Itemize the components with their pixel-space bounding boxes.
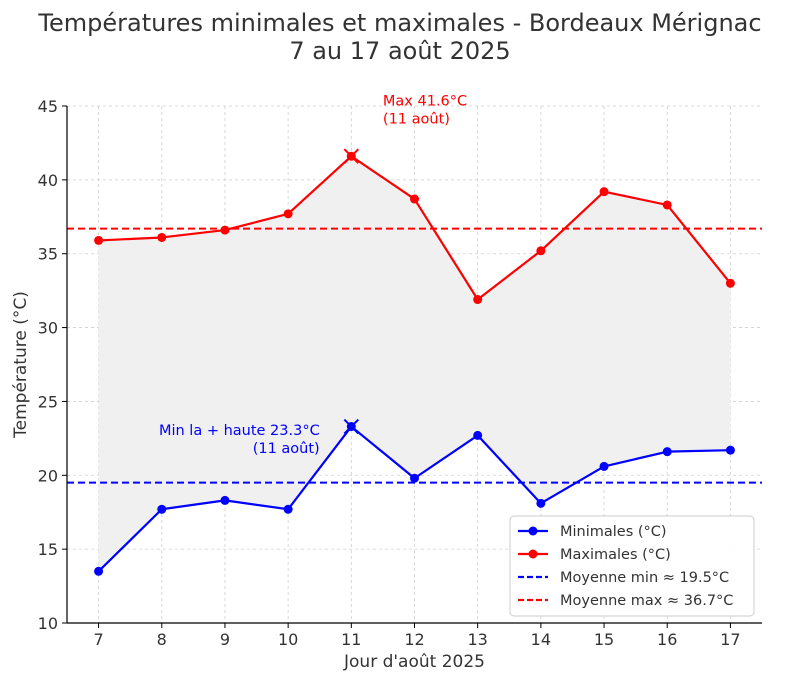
x-tick-label: 8	[157, 630, 167, 649]
y-tick-label: 45	[38, 97, 58, 116]
data-point-min	[410, 473, 419, 483]
x-axis-label: Jour d'août 2025	[343, 652, 485, 672]
annotation-text-min: (11 août)	[253, 441, 320, 457]
legend-item: Moyenne max ≈ 36.7°C	[518, 593, 733, 609]
annotation-x-stroke	[343, 418, 360, 435]
data-point-min	[220, 495, 230, 505]
data-point-max	[157, 232, 167, 242]
legend-label: Moyenne max ≈ 36.7°C	[560, 593, 733, 609]
data-point-max	[662, 200, 672, 210]
chart-title: Températures minimales et maximales - Bo…	[37, 9, 761, 37]
y-tick-label: 40	[38, 171, 58, 190]
legend-label: Moyenne min ≈ 19.5°C	[560, 570, 729, 586]
y-tick-label: 10	[38, 614, 58, 633]
data-point-max	[410, 194, 419, 204]
x-tick-label: 11	[341, 630, 361, 649]
y-tick-label: 25	[38, 392, 58, 411]
annotation-marker-max	[343, 148, 360, 164]
legend-label: Minimales (°C)	[560, 524, 667, 540]
x-tick-label: 10	[278, 630, 298, 649]
data-point-min	[725, 445, 735, 455]
legend-item: Minimales (°C)	[518, 524, 667, 540]
x-tick-label: 9	[220, 630, 230, 649]
fill-between-area	[98, 156, 731, 572]
legend-swatch-marker	[528, 526, 538, 536]
x-tick-label: 13	[468, 630, 488, 649]
data-point-min	[157, 504, 167, 514]
data-point-max	[283, 209, 293, 219]
legend-item: Moyenne min ≈ 19.5°C	[518, 570, 729, 586]
data-point-max	[536, 246, 546, 256]
y-tick-label: 35	[38, 245, 58, 264]
annotation-text-max: (11 août)	[383, 112, 450, 128]
data-point-min	[536, 498, 546, 508]
data-point-max	[725, 278, 735, 288]
x-tick-label: 16	[657, 630, 677, 649]
data-point-max	[220, 225, 230, 235]
data-point-min	[473, 430, 483, 440]
data-point-min	[599, 461, 609, 471]
x-tick-label: 15	[594, 630, 614, 649]
data-point-max	[473, 295, 483, 305]
data-point-min	[662, 447, 672, 457]
x-tick-label: 14	[531, 630, 551, 649]
y-tick-label: 20	[38, 466, 58, 485]
x-tick-label: 7	[93, 630, 103, 649]
data-point-max	[599, 187, 609, 197]
annotation-marker-min	[343, 418, 360, 435]
y-tick-label: 15	[38, 540, 58, 559]
data-point-min	[94, 566, 104, 576]
y-tick-label: 30	[38, 319, 58, 338]
annotation-text-max: Max 41.6°C	[383, 94, 467, 110]
legend-swatch-marker	[528, 549, 538, 559]
legend-box	[509, 515, 755, 617]
legend-label: Maximales (°C)	[560, 547, 671, 563]
chart-subtitle: 7 au 17 août 2025	[289, 37, 510, 65]
legend-item: Maximales (°C)	[518, 547, 671, 563]
x-tick-label: 17	[720, 630, 740, 649]
y-axis-label: Température (°C)	[11, 291, 31, 439]
x-tick-label: 12	[404, 630, 424, 649]
annotation-x-stroke	[343, 148, 360, 164]
annotation-text-min: Min la + haute 23.3°C	[159, 423, 320, 439]
data-point-min	[283, 504, 293, 514]
data-point-max	[94, 235, 104, 245]
